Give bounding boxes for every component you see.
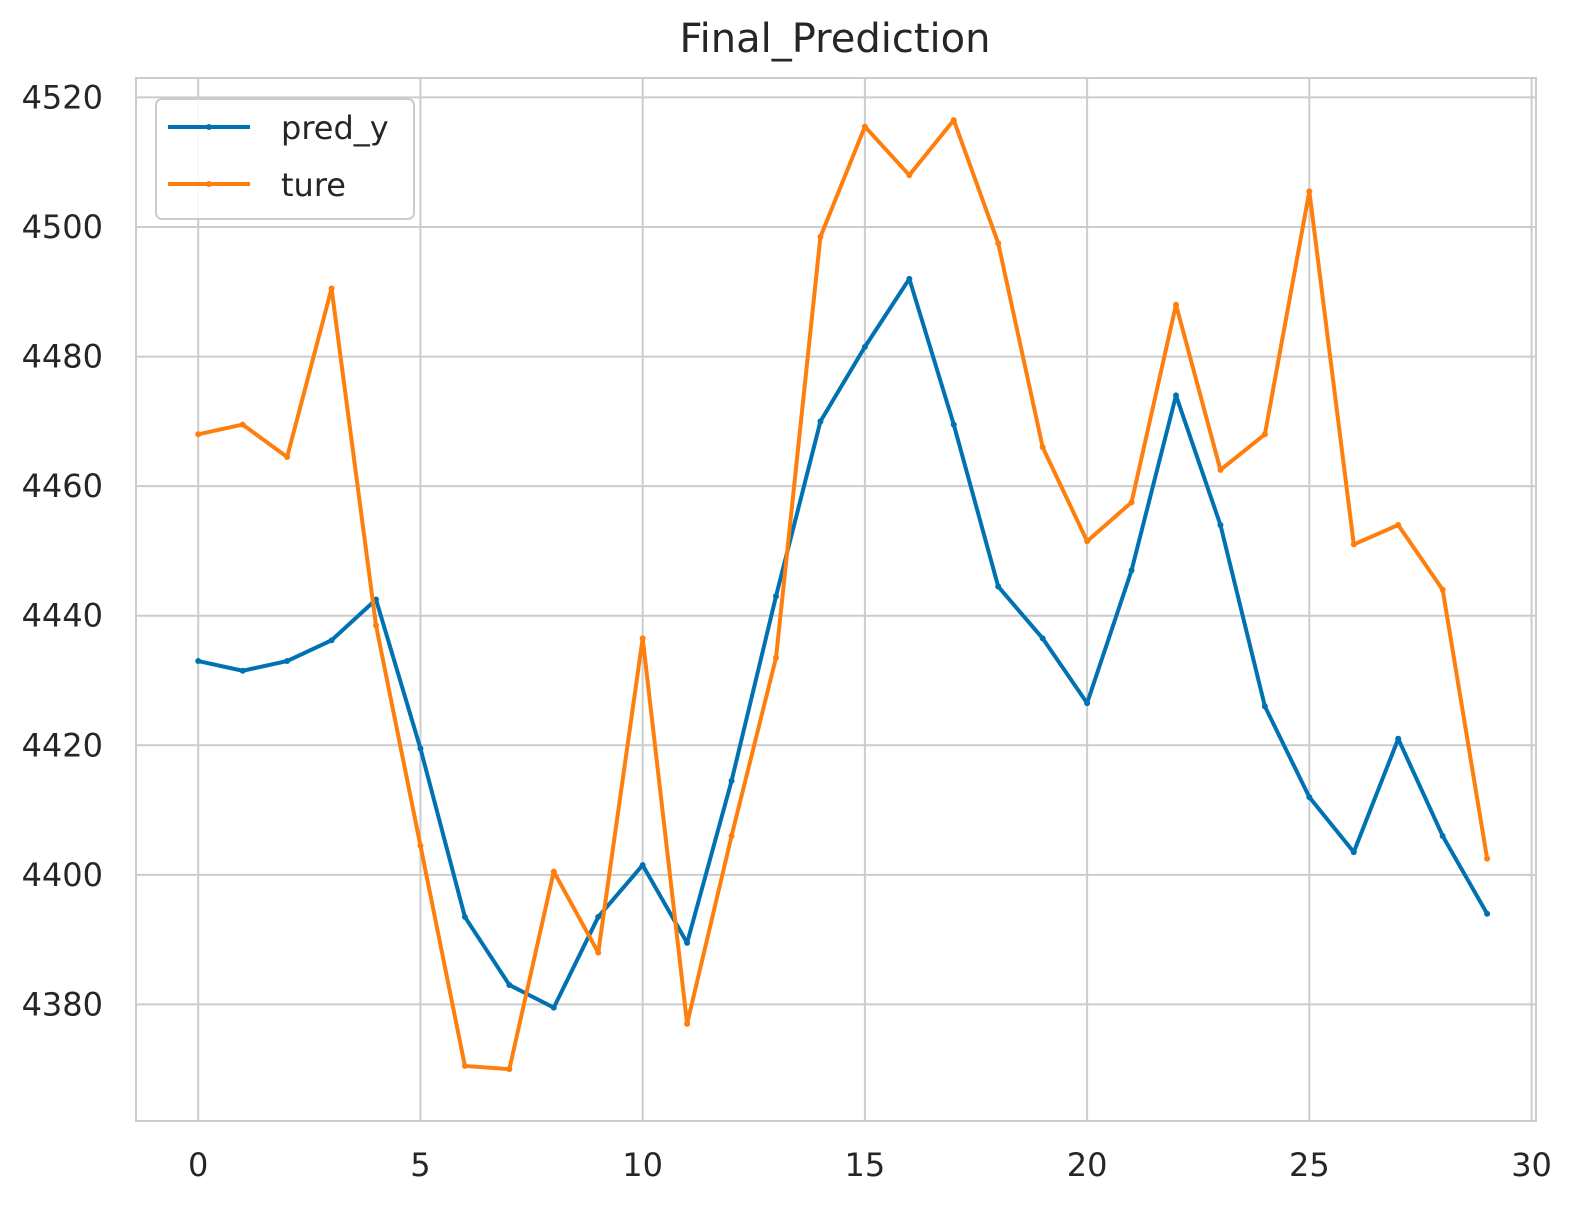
x-axis-ticks: 0 5 10 15 20 25 30 xyxy=(188,1146,1552,1184)
data-point-pred-y xyxy=(1395,735,1402,742)
y-tick-label: 4500 xyxy=(22,208,103,246)
data-point-ture xyxy=(906,172,913,179)
data-point-pred-y xyxy=(728,777,735,784)
data-point-ture xyxy=(461,1062,468,1069)
y-tick-label: 4380 xyxy=(22,985,103,1023)
data-point-pred-y xyxy=(1039,635,1046,642)
data-point-pred-y xyxy=(328,637,335,644)
data-point-pred-y xyxy=(950,421,957,428)
data-point-ture xyxy=(1439,586,1446,593)
data-point-ture xyxy=(684,1020,691,1027)
data-point-pred-y xyxy=(461,913,468,920)
series-line-pred-y xyxy=(196,276,1490,1010)
series-ture xyxy=(195,117,1491,1073)
data-point-pred-y xyxy=(417,745,424,752)
data-point-ture xyxy=(595,949,602,956)
data-point-ture xyxy=(1484,855,1491,862)
data-point-pred-y xyxy=(906,275,913,282)
data-point-ture xyxy=(728,832,735,839)
data-point-ture xyxy=(639,635,646,642)
data-point-pred-y xyxy=(239,667,246,674)
data-point-pred-y xyxy=(1217,522,1224,528)
data-point-pred-y xyxy=(1484,910,1491,917)
data-point-ture xyxy=(328,285,335,292)
data-point-ture xyxy=(1350,541,1357,548)
data-point-pred-y xyxy=(817,418,824,425)
data-point-ture xyxy=(1306,188,1313,195)
x-tick-label: 10 xyxy=(622,1146,663,1184)
data-point-pred-y xyxy=(1350,849,1357,856)
data-point-ture xyxy=(506,1066,513,1073)
data-point-pred-y xyxy=(1306,794,1313,801)
y-tick-label: 4420 xyxy=(22,726,103,764)
data-point-ture xyxy=(861,123,868,130)
grid xyxy=(136,78,1536,1121)
data-point-ture xyxy=(1128,499,1135,506)
legend-label-pred-y: pred_y xyxy=(281,109,389,147)
data-point-ture xyxy=(773,654,779,661)
data-point-pred-y xyxy=(1439,832,1446,839)
data-point-ture xyxy=(239,421,246,428)
data-point-pred-y xyxy=(861,343,868,350)
data-point-pred-y xyxy=(595,913,602,920)
y-tick-label: 4440 xyxy=(22,597,103,635)
data-point-ture xyxy=(1039,444,1046,451)
data-point-ture xyxy=(195,431,202,438)
series-pred-y xyxy=(195,275,1491,1011)
data-point-pred-y xyxy=(506,981,513,988)
y-tick-label: 4460 xyxy=(22,467,103,505)
data-point-pred-y xyxy=(1084,700,1091,707)
x-tick-label: 20 xyxy=(1067,1146,1108,1184)
data-point-pred-y xyxy=(1261,703,1268,710)
x-tick-label: 5 xyxy=(410,1146,430,1184)
data-point-ture xyxy=(373,622,379,629)
x-tick-label: 25 xyxy=(1289,1146,1330,1184)
data-point-ture xyxy=(1217,466,1224,473)
plot-frame xyxy=(135,77,1537,1122)
data-point-ture xyxy=(1084,538,1091,545)
data-point-pred-y xyxy=(684,939,691,946)
data-point-pred-y xyxy=(284,658,291,665)
data-point-pred-y xyxy=(639,862,646,869)
data-point-ture xyxy=(995,240,1002,247)
data-point-pred-y xyxy=(550,1004,557,1011)
data-point-ture xyxy=(284,453,291,460)
legend-label-ture: ture xyxy=(281,166,346,204)
series-layer xyxy=(195,117,1491,1073)
x-tick-label: 0 xyxy=(188,1146,208,1184)
y-tick-label: 4520 xyxy=(22,78,103,116)
data-point-pred-y xyxy=(773,593,779,600)
data-point-ture xyxy=(1395,522,1402,528)
chart-title: Final_Prediction xyxy=(680,16,991,62)
data-point-pred-y xyxy=(195,658,202,665)
series-line-ture xyxy=(196,118,1490,1072)
legend: pred_y ture xyxy=(155,98,415,220)
data-point-ture xyxy=(417,842,424,849)
y-tick-label: 4480 xyxy=(22,338,103,376)
data-point-pred-y xyxy=(1173,392,1179,399)
data-point-pred-y xyxy=(995,583,1002,590)
legend-marker-pred-y xyxy=(206,124,212,130)
data-point-ture xyxy=(1173,301,1179,308)
data-point-ture xyxy=(950,117,957,124)
x-tick-label: 15 xyxy=(845,1146,886,1184)
legend-marker-ture xyxy=(206,181,212,187)
x-tick-label: 30 xyxy=(1511,1146,1552,1184)
y-tick-label: 4400 xyxy=(22,856,103,894)
data-point-ture xyxy=(817,233,824,240)
data-point-ture xyxy=(1261,431,1268,438)
y-axis-ticks: 4380 4400 4420 4440 4460 4480 4500 4520 xyxy=(22,78,103,1023)
data-point-pred-y xyxy=(1128,567,1135,574)
data-point-ture xyxy=(550,868,557,875)
